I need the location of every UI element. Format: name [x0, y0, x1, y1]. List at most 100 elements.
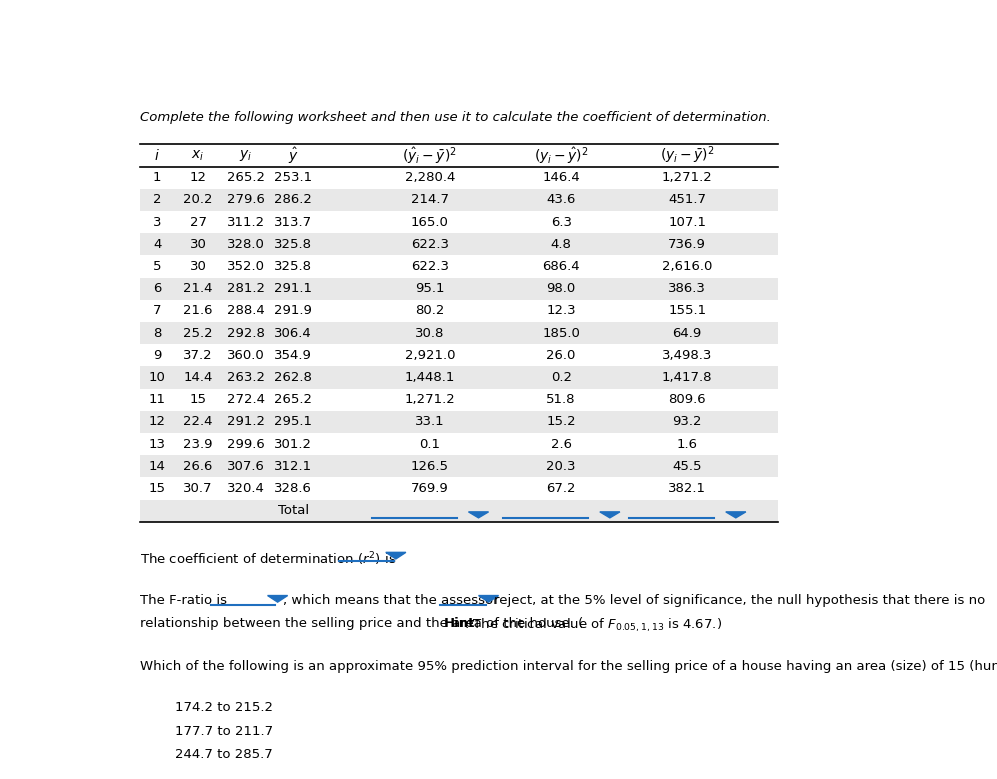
- Text: 3,498.3: 3,498.3: [662, 349, 712, 361]
- Text: $(y_i - \hat{y})^2$: $(y_i - \hat{y})^2$: [533, 145, 588, 166]
- Text: 1.6: 1.6: [677, 438, 698, 450]
- Text: 292.8: 292.8: [227, 326, 265, 340]
- Text: 6.3: 6.3: [550, 216, 571, 229]
- Text: 0.1: 0.1: [420, 438, 441, 450]
- Text: 33.1: 33.1: [415, 415, 445, 428]
- Text: 328.0: 328.0: [227, 238, 265, 251]
- Bar: [140, 189, 778, 211]
- Text: 253.1: 253.1: [274, 171, 312, 185]
- Text: 165.0: 165.0: [411, 216, 449, 229]
- Bar: [140, 411, 778, 433]
- Text: 307.6: 307.6: [227, 460, 265, 473]
- Text: 95.1: 95.1: [415, 282, 445, 295]
- Text: 20.3: 20.3: [546, 460, 576, 473]
- Polygon shape: [386, 552, 406, 559]
- Text: 43.6: 43.6: [546, 193, 576, 206]
- Text: 30: 30: [189, 238, 206, 251]
- Text: 10: 10: [149, 371, 166, 384]
- Text: 14.4: 14.4: [183, 371, 212, 384]
- Text: : The critical value of $F_{0.05,1,13}$ is 4.67.): : The critical value of $F_{0.05,1,13}$ …: [464, 616, 722, 634]
- Text: 312.1: 312.1: [274, 460, 312, 473]
- Text: $x_i$: $x_i$: [191, 148, 204, 163]
- Text: 299.6: 299.6: [227, 438, 265, 450]
- Text: $i$: $i$: [155, 148, 160, 163]
- Text: 7: 7: [153, 305, 162, 317]
- Text: reject, at the 5% level of significance, the null hypothesis that there is no: reject, at the 5% level of significance,…: [494, 594, 985, 607]
- Text: 15: 15: [189, 393, 206, 406]
- Text: 155.1: 155.1: [668, 305, 706, 317]
- Text: 30: 30: [189, 260, 206, 273]
- Text: 93.2: 93.2: [672, 415, 702, 428]
- Text: 360.0: 360.0: [227, 349, 265, 361]
- Bar: [140, 322, 778, 344]
- Text: 37.2: 37.2: [183, 349, 212, 361]
- Text: 4.8: 4.8: [550, 238, 571, 251]
- Text: 291.1: 291.1: [274, 282, 312, 295]
- Text: 1: 1: [153, 171, 162, 185]
- Text: 23.9: 23.9: [183, 438, 212, 450]
- Text: 64.9: 64.9: [673, 326, 702, 340]
- Bar: [140, 366, 778, 389]
- Polygon shape: [469, 512, 489, 518]
- Text: , which means that the assessor: , which means that the assessor: [283, 594, 498, 607]
- Text: 769.9: 769.9: [411, 482, 449, 495]
- Text: 45.5: 45.5: [672, 460, 702, 473]
- Text: 325.8: 325.8: [274, 238, 312, 251]
- Text: 325.8: 325.8: [274, 260, 312, 273]
- Text: 279.6: 279.6: [227, 193, 265, 206]
- Text: 26.6: 26.6: [183, 460, 212, 473]
- Text: 1,271.2: 1,271.2: [405, 393, 456, 406]
- Text: 265.2: 265.2: [227, 171, 265, 185]
- Text: 8: 8: [153, 326, 162, 340]
- Text: 3: 3: [153, 216, 162, 229]
- Text: 177.7 to 211.7: 177.7 to 211.7: [174, 724, 273, 738]
- Polygon shape: [479, 595, 498, 602]
- Text: Complete the following worksheet and then use it to calculate the coefficient of: Complete the following worksheet and the…: [140, 111, 771, 125]
- Bar: [140, 433, 778, 455]
- Text: 313.7: 313.7: [274, 216, 312, 229]
- Text: 2: 2: [153, 193, 162, 206]
- Text: 2,921.0: 2,921.0: [405, 349, 455, 361]
- Text: 2,280.4: 2,280.4: [405, 171, 455, 185]
- Polygon shape: [267, 595, 288, 602]
- Text: 146.4: 146.4: [542, 171, 580, 185]
- Text: 21.6: 21.6: [183, 305, 212, 317]
- Text: 30.7: 30.7: [183, 482, 212, 495]
- Text: 20.2: 20.2: [183, 193, 212, 206]
- Text: Total: Total: [277, 504, 309, 517]
- Polygon shape: [726, 512, 746, 518]
- Text: 185.0: 185.0: [542, 326, 580, 340]
- Text: 386.3: 386.3: [668, 282, 706, 295]
- Text: 686.4: 686.4: [542, 260, 580, 273]
- Text: 320.4: 320.4: [227, 482, 265, 495]
- Text: 352.0: 352.0: [227, 260, 265, 273]
- Text: 262.8: 262.8: [274, 371, 312, 384]
- Text: 288.4: 288.4: [227, 305, 265, 317]
- Text: 15: 15: [149, 482, 166, 495]
- Text: 14: 14: [149, 460, 166, 473]
- Text: 21.4: 21.4: [183, 282, 212, 295]
- Text: 306.4: 306.4: [274, 326, 312, 340]
- Text: 2,616.0: 2,616.0: [662, 260, 712, 273]
- Bar: [140, 455, 778, 478]
- Text: 13: 13: [149, 438, 166, 450]
- Text: 4: 4: [153, 238, 162, 251]
- Text: $y_i$: $y_i$: [239, 148, 252, 163]
- Bar: [140, 256, 778, 277]
- Bar: [140, 144, 778, 167]
- Text: 281.2: 281.2: [227, 282, 265, 295]
- Text: 12: 12: [189, 171, 206, 185]
- Bar: [140, 499, 778, 522]
- Text: 291.9: 291.9: [274, 305, 312, 317]
- Text: 25.2: 25.2: [183, 326, 212, 340]
- Text: 265.2: 265.2: [274, 393, 312, 406]
- Text: 295.1: 295.1: [274, 415, 312, 428]
- Text: 272.4: 272.4: [227, 393, 265, 406]
- Text: 51.8: 51.8: [546, 393, 576, 406]
- Text: 6: 6: [153, 282, 162, 295]
- Text: 0.2: 0.2: [550, 371, 571, 384]
- Text: Hint: Hint: [444, 616, 476, 629]
- Text: 1,417.8: 1,417.8: [662, 371, 713, 384]
- Text: 15.2: 15.2: [546, 415, 576, 428]
- Text: The F-ratio is: The F-ratio is: [140, 594, 227, 607]
